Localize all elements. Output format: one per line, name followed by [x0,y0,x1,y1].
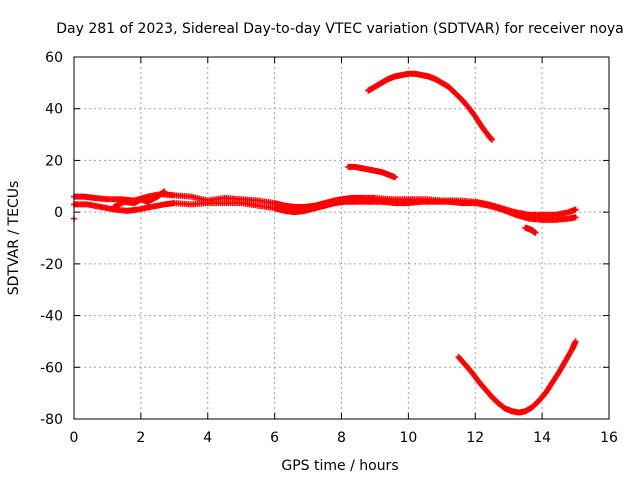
series-layer [71,70,579,416]
x-tick-label: 12 [466,430,484,446]
x-tick-label: 6 [270,430,279,446]
series-isolated-dip [522,224,539,236]
data-points [365,70,495,143]
y-tick-label: 40 [45,102,63,118]
data-points [522,224,539,236]
y-tick-label: 60 [45,50,63,66]
series-short-segment-8h [345,163,398,181]
x-tick-label: 0 [70,430,79,446]
series-lower-arc [455,338,579,416]
chart-title: Day 281 of 2023, Sidereal Day-to-day VTE… [56,21,624,37]
data-points [111,188,168,210]
grid [74,57,609,419]
x-tick-label: 8 [337,430,346,446]
x-tick-label: 16 [600,430,618,446]
y-axis-label: SDTVAR / TECUs [6,181,22,296]
x-tick-label: 10 [399,430,417,446]
x-axis-label: GPS time / hours [281,458,398,474]
ticks: 0 2 4 6 8 10 12 14 16 -80 -60 -40 -20 0 20 40 60 [40,50,618,446]
y-tick-label: 0 [54,205,63,221]
y-tick-label: -40 [40,309,63,325]
x-tick-label: 14 [533,430,551,446]
series-upper-arc [365,70,495,143]
y-tick-label: -80 [40,412,63,428]
series-bump-12-25 [111,188,168,210]
x-tick-label: 4 [203,430,212,446]
x-tick-label: 2 [136,430,145,446]
data-points [455,338,579,416]
y-tick-label: -20 [40,257,63,273]
y-tick-label: 20 [45,153,63,169]
y-tick-label: -60 [40,360,63,376]
data-points [345,163,398,181]
